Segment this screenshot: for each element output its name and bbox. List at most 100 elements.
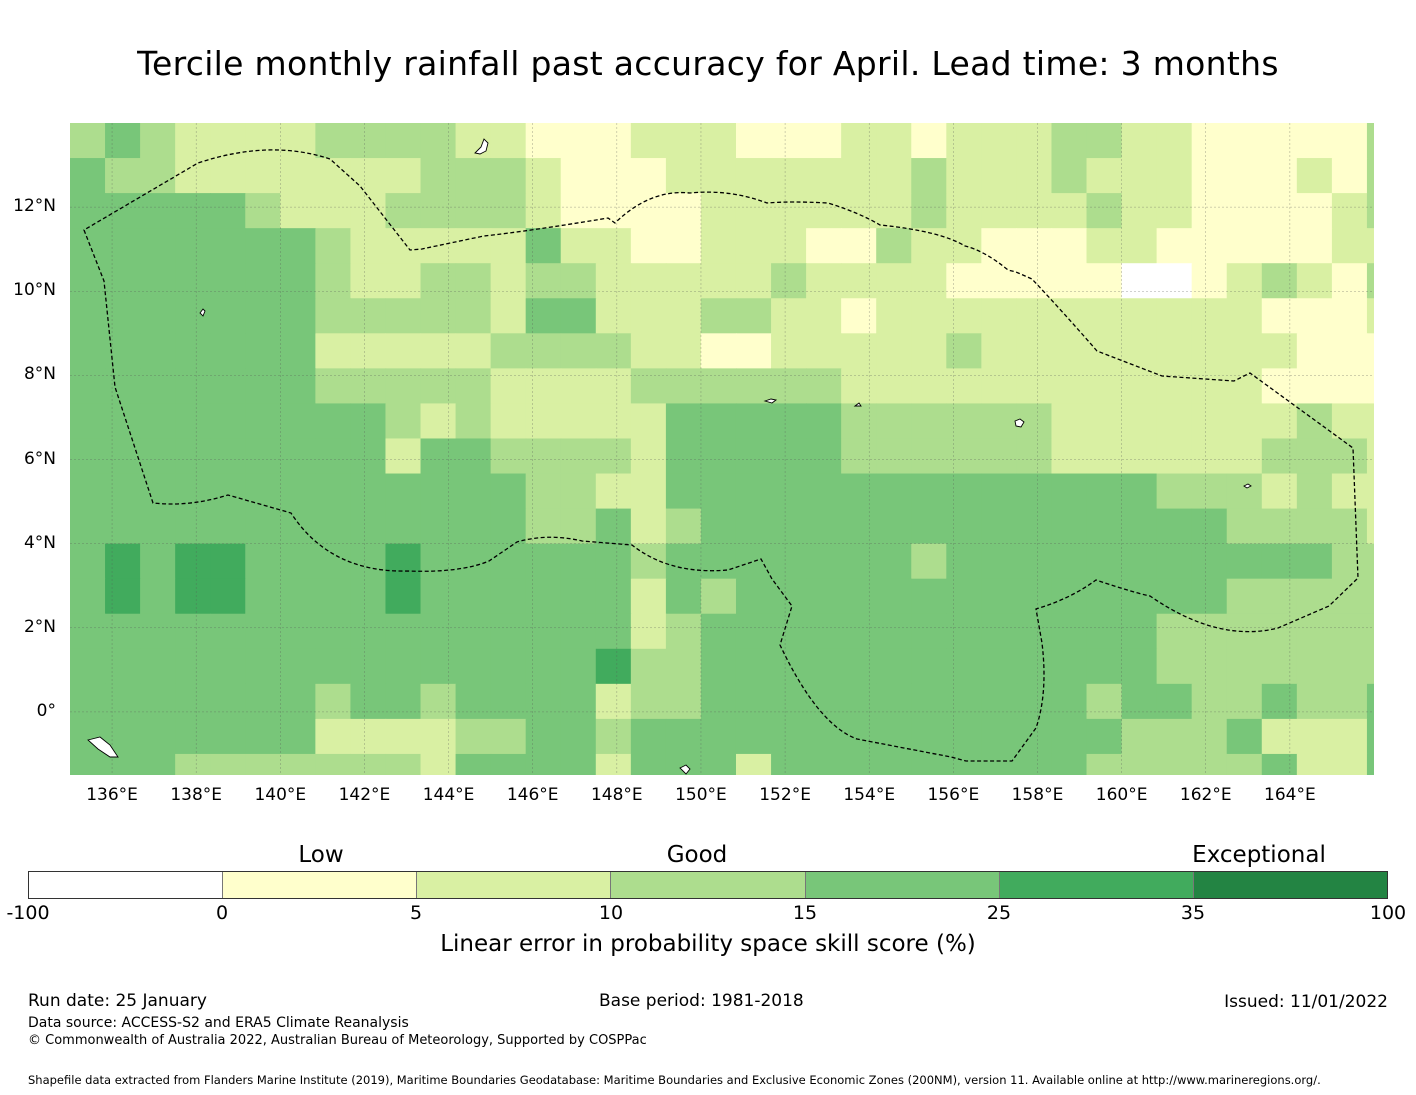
grid-cell (140, 123, 176, 159)
grid-cell (210, 753, 246, 775)
grid-cell (525, 543, 562, 580)
grid-cell (315, 298, 352, 334)
grid-cell (1191, 473, 1228, 510)
grid-cell (280, 158, 316, 194)
lat-label-8n: 8°N (23, 364, 56, 385)
grid-cell (911, 403, 947, 440)
grid-cell (245, 403, 281, 440)
grid-cell (700, 753, 737, 775)
grid-cell (455, 718, 492, 755)
grid-cell (1331, 438, 1368, 475)
grid-cell (1366, 613, 1374, 650)
grid-cell (1051, 543, 1088, 580)
grid-cell (1086, 403, 1123, 440)
grid-cell (1366, 123, 1374, 159)
grid-cell (1191, 368, 1228, 405)
grid-cell (1051, 578, 1088, 615)
grid-cell (490, 123, 527, 159)
grid-cell (1016, 648, 1053, 685)
grid-cell (595, 123, 632, 159)
grid-cell (771, 683, 807, 720)
grid-cell (210, 403, 246, 440)
grid-cell (1261, 543, 1298, 580)
grid-cell (630, 368, 667, 405)
grid-cell (350, 228, 387, 264)
grid-cell (946, 508, 982, 545)
grid-cell (350, 648, 387, 685)
grid-cell (1331, 648, 1368, 685)
grid-cell (735, 473, 772, 510)
grid-cell (525, 158, 562, 194)
grid-cell (560, 123, 597, 159)
grid-cell (525, 718, 562, 755)
lon-label-160e: 160°E (1095, 785, 1148, 805)
grid-cell (841, 228, 877, 264)
grid-cell (876, 718, 912, 755)
grid-cell (560, 473, 597, 510)
grid-cell (1191, 193, 1228, 229)
grid-cell (595, 438, 632, 475)
grid-cell (700, 368, 737, 405)
grid-cell (1121, 368, 1158, 405)
grid-cell (1086, 578, 1123, 615)
grid-cell (841, 193, 877, 229)
grid-cell (525, 753, 562, 775)
grid-cell (1051, 438, 1088, 475)
rainfall-skill-map[interactable] (70, 123, 1374, 775)
colorbar-segment-0-5 (223, 872, 418, 898)
grid-cell (1331, 333, 1368, 369)
grid-cell (560, 158, 597, 194)
map-area[interactable] (70, 123, 1374, 775)
grid-cell (735, 438, 772, 475)
grid-cell (841, 613, 877, 650)
grid-cell (1156, 578, 1193, 615)
grid-cell (981, 193, 1018, 229)
grid-cell (455, 263, 492, 299)
island-outline (1014, 418, 1025, 428)
grid-cell (1296, 368, 1333, 405)
grid-cell (210, 613, 246, 650)
grid-cell (1051, 683, 1088, 720)
grid-cell (350, 158, 387, 194)
grid-cell (911, 753, 947, 775)
grid-cell (771, 368, 807, 405)
grid-cell (1191, 228, 1228, 264)
grid-cell (630, 508, 667, 545)
grid-cell (245, 578, 281, 615)
grid-cell (946, 613, 982, 650)
grid-cell (350, 578, 387, 615)
grid-cell (315, 753, 352, 775)
grid-cell (946, 263, 982, 299)
grid-cell (911, 298, 947, 334)
grid-cell (350, 753, 387, 775)
grid-cell (105, 438, 141, 475)
grid-cell (946, 683, 982, 720)
grid-cell (876, 753, 912, 775)
grid-cell (1156, 543, 1193, 580)
grid-cell (1296, 403, 1333, 440)
grid-cell (1366, 648, 1374, 685)
grid-cell (771, 298, 807, 334)
grid-cell (315, 508, 352, 545)
grid-cell (525, 263, 562, 299)
grid-cell (210, 193, 246, 229)
grid-cell (1086, 718, 1123, 755)
grid-cell (1366, 508, 1374, 545)
grid-cell (1051, 333, 1088, 369)
grid-cell (700, 718, 737, 755)
grid-cell (490, 753, 527, 775)
grid-cell (1156, 403, 1193, 440)
colorbar-tick-0: 0 (215, 902, 229, 924)
grid-cell (876, 228, 912, 264)
grid-cell (245, 263, 281, 299)
grid-cell (140, 508, 176, 545)
grid-cell (630, 683, 667, 720)
grid-cell (350, 123, 387, 159)
grid-cell (525, 578, 562, 615)
grid-cell (560, 648, 597, 685)
grid-cell (175, 683, 211, 720)
grid-cell (280, 683, 316, 720)
grid-cell (175, 578, 211, 615)
grid-cell (946, 578, 982, 615)
grid-cell (1016, 683, 1053, 720)
